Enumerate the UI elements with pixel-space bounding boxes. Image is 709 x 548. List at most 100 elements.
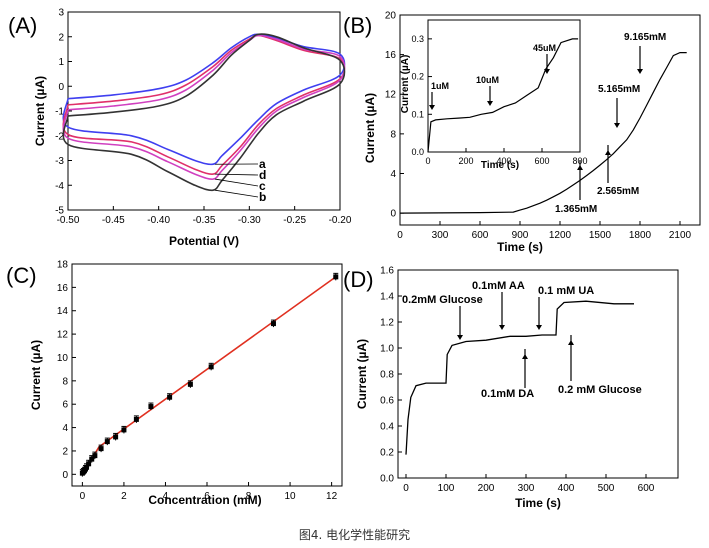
panel-b-arrow-head (637, 69, 643, 74)
data-point (86, 461, 92, 467)
panel-d-y-tick-label: 0.6 (380, 396, 394, 407)
panel-d-x-tick-label: 0 (403, 483, 409, 494)
panel-c-y-tick-label: 6 (62, 400, 68, 411)
panel-a-y-tick-label: 0 (58, 82, 64, 93)
panel-d-y-tick-label: 1.2 (380, 318, 394, 329)
panel-b-x-tick-label: 900 (512, 230, 529, 241)
panel-a-y-tick-label: 2 (58, 32, 64, 43)
panel-d-label: (D) (343, 267, 374, 292)
panel-d-annotation: 0.1mM DA (481, 388, 534, 400)
data-point (84, 464, 90, 470)
panel-d-x-tick-label: 500 (598, 483, 615, 494)
panel-d-arrow-head (457, 335, 463, 340)
panel-a-x-tick-label: -0.40 (147, 215, 170, 226)
inset-x-tick-label: 600 (534, 156, 549, 166)
panel-b-y-tick-label: 12 (385, 90, 397, 101)
panel-b-x-tick-label: 0 (397, 230, 403, 241)
data-point (148, 404, 154, 410)
panel-c-x-tick-label: 10 (285, 491, 297, 502)
curve-label-d: d (259, 168, 266, 182)
panel-a-x-tick-label: -0.50 (57, 215, 80, 226)
panel-c-y-tick-label: 4 (62, 423, 68, 434)
data-point (121, 427, 127, 433)
panel-b-x-tick-label: 1500 (589, 230, 612, 241)
panel-a-label: (A) (8, 13, 37, 38)
panel-d-interference-chart: (D) 0 100 200 300 400 500 600 0.0 0.2 0.4 0.6 0.8 1.… (343, 266, 679, 510)
panel-b-amperometric-chart: (B) 0 300 600 900 1200 1500 1800 2100048121620 … (343, 11, 701, 254)
panel-a-x-tick-label: -0.35 (193, 215, 216, 226)
data-point (208, 364, 214, 370)
panel-a-xlabel: Potential (V) (169, 234, 239, 248)
panel-b-y-tick-label: 0 (390, 209, 396, 220)
panel-a-y-tick-label: -5 (55, 206, 64, 217)
panel-a-y-tick-label: -2 (55, 131, 64, 142)
inset-y-tick-label: 0.0 (411, 147, 424, 157)
panel-b-inset-chart: 0 200 400 600 800 0.0 0.1 0.2 0.3 1uM 10uM 45uM Ti… (400, 19, 588, 171)
cv-curve-d (62, 34, 346, 175)
panel-c-y-tick-label: 14 (57, 306, 69, 317)
panel-d-annotation: 0.2mM Glucose (402, 294, 483, 306)
panel-d-annotation: 0.1mM AA (472, 280, 525, 292)
curve-label-b: b (259, 190, 266, 204)
panel-a-cv-chart: (A) -0.50 -0.45 -0.40 -0.35 -0.30 -0.25 -0.20 -… (8, 8, 352, 249)
panel-c-y-tick-label: 0 (62, 470, 68, 481)
panel-a-ylabel: Current (µA) (33, 76, 47, 146)
data-point (133, 416, 139, 422)
panel-b-annotation: 9.165mM (624, 32, 666, 43)
panel-c-x-tick-label: 6 (204, 491, 210, 502)
panel-c-y-tick-label: 16 (57, 283, 69, 294)
panel-c-y-tick-label: 12 (57, 330, 69, 341)
panel-d-arrow-head (568, 340, 574, 345)
panel-d-y-tick-label: 0.2 (380, 448, 394, 459)
inset-annotation: 10uM (476, 75, 499, 85)
panel-c-x-tick-label: 2 (121, 491, 127, 502)
inset-xlabel: Time (s) (481, 160, 519, 171)
panel-d-y-tick-label: 1.0 (380, 344, 394, 355)
inset-x-tick-label: 800 (572, 156, 587, 166)
panel-d-xlabel: Time (s) (515, 496, 561, 510)
panel-d-arrow-head (499, 325, 505, 330)
inset-annotation: 45uM (533, 43, 556, 53)
inset-y-tick-label: 0.3 (411, 34, 424, 44)
panel-d-arrow-head (536, 325, 542, 330)
panel-a-y-tick-label: 1 (58, 57, 64, 68)
panel-a-y-tick-label: -4 (55, 181, 64, 192)
panel-b-x-tick-label: 1200 (549, 230, 572, 241)
data-point (92, 453, 98, 459)
panel-c-calibration-chart: (C) 0 2 4 6 8 10 12 0 2 4 6 8 10 12 14 16 18 Concentrati… (6, 260, 343, 507)
inset-ylabel: Current (µA) (400, 55, 411, 114)
panel-b-y-tick-label: 8 (390, 129, 396, 140)
cv-curve-a (62, 33, 346, 166)
panel-b-y-tick-label: 4 (390, 169, 396, 180)
curve-leader-b (214, 189, 259, 198)
panel-b-xlabel: Time (s) (497, 240, 543, 254)
panel-b-x-tick-label: 600 (472, 230, 489, 241)
panel-a-x-tick-label: -0.30 (238, 215, 261, 226)
cv-curve-b (62, 33, 346, 192)
panel-d-ylabel: Current (µA) (355, 339, 369, 409)
amperometric-trace (399, 52, 687, 214)
panel-b-annotation: 1.365mM (555, 204, 597, 215)
panel-a-x-tick-label: -0.45 (102, 215, 125, 226)
panel-c-plot-frame (71, 263, 343, 487)
panel-c-x-tick-label: 4 (163, 491, 169, 502)
panel-d-y-tick-label: 1.4 (380, 292, 394, 303)
panel-b-y-tick-label: 20 (385, 11, 397, 22)
panel-c-ylabel: Current (µA) (29, 340, 43, 410)
panel-c-y-tick-label: 18 (57, 260, 69, 271)
cv-curve-c (62, 34, 346, 180)
data-point (187, 381, 193, 387)
panel-b-x-tick-label: 1800 (629, 230, 652, 241)
panel-b-arrow-head (614, 123, 620, 128)
data-point (270, 321, 276, 327)
panel-b-label: (B) (343, 13, 372, 38)
panel-b-ylabel: Current (µA) (363, 93, 377, 163)
panel-b-annotation: 2.565mM (597, 186, 639, 197)
inset-arrow-head (487, 101, 493, 106)
data-point (113, 434, 119, 440)
panel-a-y-tick-label: -3 (55, 156, 64, 167)
inset-y-tick-label: 0.1 (411, 109, 424, 119)
panel-a-y-tick-label: 3 (58, 8, 64, 19)
inset-annotation: 1uM (431, 81, 449, 91)
panel-b-x-tick-label: 300 (432, 230, 449, 241)
